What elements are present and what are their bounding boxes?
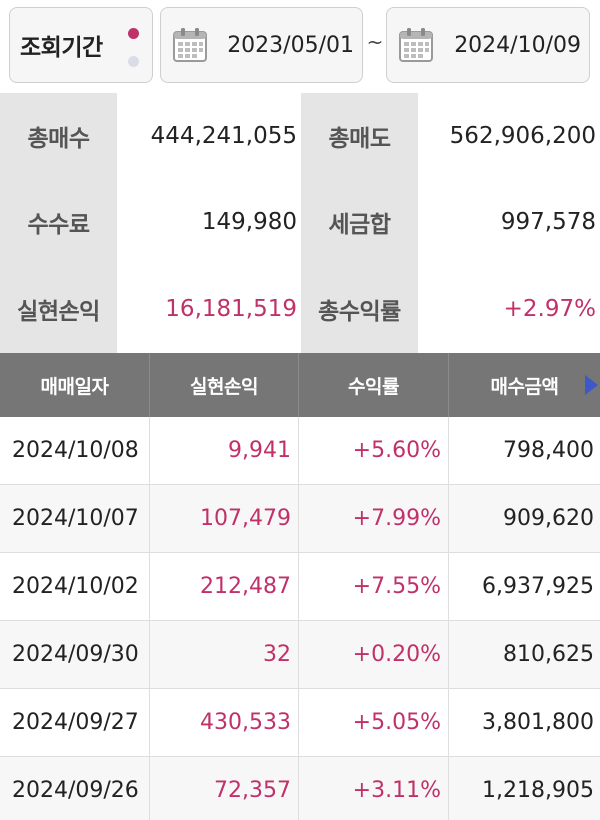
row-rate: +7.99% [299, 485, 449, 552]
row-buy-amount: 798,400 [503, 438, 594, 463]
period-label: 조회기간 [20, 35, 103, 61]
row-date: 2024/10/08 [0, 417, 150, 484]
row-date: 2024/09/30 [0, 621, 150, 688]
summary-grid: 총매수 444,241,055 총매도 562,906,200 수수료 149,… [0, 93, 600, 353]
tax-label: 세금합 [301, 179, 418, 265]
header-buy-amount[interactable]: 매수금액 [449, 353, 600, 417]
row-buy-amount: 1,218,905 [482, 778, 594, 803]
row-buy-amount: 909,620 [503, 506, 594, 531]
table-row[interactable]: 2024/10/07 107,479 +7.99% 909,620 [0, 485, 600, 553]
row-rate: +5.60% [299, 417, 449, 484]
row-pnl: 9,941 [150, 417, 299, 484]
summary-row-costs: 수수료 149,980 세금합 997,578 [0, 179, 600, 265]
date-range-separator: ~ [366, 30, 384, 54]
header-return-rate[interactable]: 수익률 [299, 353, 449, 417]
table-row[interactable]: 2024/09/27 430,533 +5.05% 3,801,800 [0, 689, 600, 757]
row-pnl: 430,533 [150, 689, 299, 756]
total-buy-value: 444,241,055 [117, 93, 301, 179]
header-trade-date[interactable]: 매매일자 [0, 353, 150, 417]
total-sell-value: 562,906,200 [418, 93, 600, 179]
row-date: 2024/09/26 [0, 757, 150, 820]
end-date-value: 2024/10/09 [454, 32, 581, 58]
row-buy-amount: 6,937,925 [482, 574, 594, 599]
fee-value: 149,980 [117, 179, 301, 265]
summary-row-profit: 실현손익 16,181,519 총수익률 +2.97% [0, 265, 600, 353]
table-row[interactable]: 2024/09/30 32 +0.20% 810,625 [0, 621, 600, 689]
end-date-field[interactable]: 2024/10/09 [386, 7, 590, 83]
row-buy-amount: 810,625 [503, 642, 594, 667]
row-date: 2024/09/27 [0, 689, 150, 756]
calendar-icon [399, 28, 433, 62]
total-return-value: +2.97% [418, 265, 600, 353]
header-realized-pnl[interactable]: 실현손익 [150, 353, 299, 417]
header-buy-amount-label: 매수금액 [490, 375, 559, 398]
row-date: 2024/10/07 [0, 485, 150, 552]
summary-row-trades: 총매수 444,241,055 총매도 562,906,200 [0, 93, 600, 179]
inactive-dot-icon [128, 56, 139, 67]
scroll-right-arrow-icon[interactable] [585, 375, 598, 395]
table-row[interactable]: 2024/10/08 9,941 +5.60% 798,400 [0, 417, 600, 485]
trade-table-body: 2024/10/08 9,941 +5.60% 798,400 2024/10/… [0, 417, 600, 820]
row-date: 2024/10/02 [0, 553, 150, 620]
realized-pnl-label: 실현손익 [0, 265, 117, 353]
row-rate: +3.11% [299, 757, 449, 820]
period-toggle-indicator [128, 28, 140, 68]
fee-label: 수수료 [0, 179, 117, 265]
period-selector-bar: 조회기간 2023/05/01 ~ [0, 0, 600, 92]
row-pnl: 212,487 [150, 553, 299, 620]
start-date-value: 2023/05/01 [227, 32, 354, 58]
trade-table-header: 매매일자 실현손익 수익률 매수금액 [0, 353, 600, 417]
row-pnl: 72,357 [150, 757, 299, 820]
tax-value: 997,578 [418, 179, 600, 265]
calendar-icon [173, 28, 207, 62]
realized-pnl-value: 16,181,519 [117, 265, 301, 353]
row-buy-amount: 3,801,800 [482, 710, 594, 735]
total-buy-label: 총매수 [0, 93, 117, 179]
table-row[interactable]: 2024/09/26 72,357 +3.11% 1,218,905 [0, 757, 600, 820]
total-return-label: 총수익률 [301, 265, 418, 353]
row-rate: +7.55% [299, 553, 449, 620]
row-rate: +5.05% [299, 689, 449, 756]
row-pnl: 107,479 [150, 485, 299, 552]
row-pnl: 32 [150, 621, 299, 688]
row-rate: +0.20% [299, 621, 449, 688]
start-date-field[interactable]: 2023/05/01 [160, 7, 363, 83]
active-dot-icon [128, 28, 139, 39]
period-toggle-button[interactable]: 조회기간 [9, 7, 153, 83]
table-row[interactable]: 2024/10/02 212,487 +7.55% 6,937,925 [0, 553, 600, 621]
total-sell-label: 총매도 [301, 93, 418, 179]
